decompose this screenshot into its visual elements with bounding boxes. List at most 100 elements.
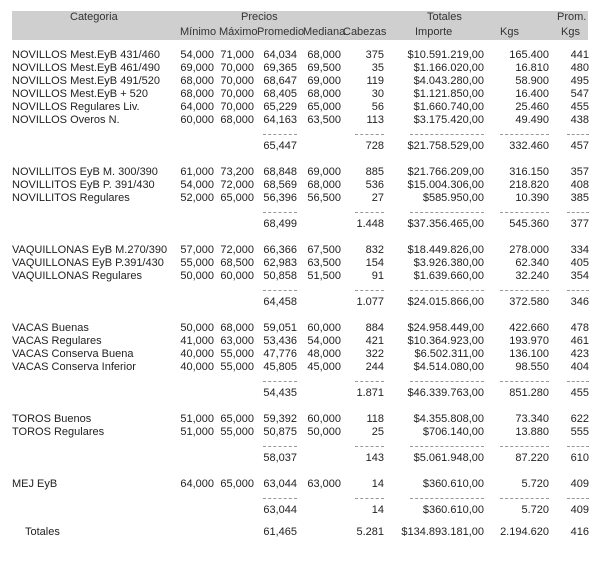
cell-mediana: 69,000 — [307, 166, 341, 178]
cell-importe: $10.364.923,00 — [407, 335, 484, 347]
subtotal-promedio: 63,044 — [263, 504, 297, 516]
cell-mediana: 51,500 — [307, 270, 341, 282]
cell-importe: $4.355.808,00 — [413, 413, 484, 425]
cell-prom-kgs: 405 — [570, 257, 589, 269]
subtotal-divider — [567, 446, 589, 447]
total-promedio: 61,465 — [263, 526, 297, 538]
cell-minimo: 50,000 — [180, 270, 214, 282]
header-maximo: Máximo — [219, 26, 258, 38]
subtotal-divider — [410, 212, 484, 213]
cell-promedio: 45,805 — [263, 361, 297, 373]
cell-categoria: VACAS Buenas — [12, 322, 89, 334]
subtotal-cabezas: 1.077 — [356, 296, 384, 308]
cell-promedio: 50,875 — [263, 426, 297, 438]
cell-prom-kgs: 357 — [570, 166, 589, 178]
cell-categoria: VAQUILLONAS EyB P.391/430 — [12, 257, 164, 269]
header-minimo: Mínimo — [180, 26, 217, 38]
cell-importe: $706.140,00 — [422, 426, 484, 438]
cell-cabezas: 30 — [371, 88, 384, 100]
cell-mediana: 50,000 — [307, 426, 341, 438]
cell-prom-kgs: 441 — [570, 49, 589, 61]
cell-cabezas: 375 — [365, 49, 384, 61]
cell-minimo: 51,000 — [180, 413, 214, 425]
cell-minimo: 57,000 — [180, 244, 214, 256]
subtotal-divider — [410, 290, 484, 291]
cell-maximo: 70,000 — [220, 75, 254, 87]
cell-importe: $21.766.209,00 — [407, 166, 484, 178]
cell-prom-kgs: 438 — [570, 114, 589, 126]
cell-prom-kgs: 555 — [570, 426, 589, 438]
cell-minimo: 51,000 — [180, 426, 214, 438]
subtotal-cabezas: 1.871 — [356, 387, 384, 399]
subtotal-importe: $5.061.948,00 — [413, 452, 484, 464]
cell-promedio: 68,848 — [263, 166, 297, 178]
cell-cabezas: 884 — [365, 322, 384, 334]
cell-minimo: 54,000 — [180, 49, 214, 61]
cell-mediana: 69,000 — [307, 75, 341, 87]
subtotal-divider — [263, 381, 297, 382]
cell-importe: $1.121.850,00 — [413, 88, 484, 100]
cell-promedio: 66,366 — [263, 244, 297, 256]
cell-maximo: 65,000 — [220, 192, 254, 204]
cell-prom-kgs: 461 — [570, 335, 589, 347]
cell-mediana: 63,500 — [307, 257, 341, 269]
subtotal-kgs: 87.220 — [515, 452, 549, 464]
cell-categoria: VAQUILLONAS Regulares — [12, 270, 143, 282]
cell-promedio: 53,436 — [263, 335, 297, 347]
cell-mediana: 69,500 — [307, 62, 341, 74]
cell-promedio: 68,647 — [263, 75, 297, 87]
cell-mediana: 45,000 — [307, 361, 341, 373]
cell-mediana: 60,000 — [307, 322, 341, 334]
cell-prom-kgs: 478 — [570, 322, 589, 334]
cell-minimo: 50,000 — [180, 322, 214, 334]
cell-maximo: 65,000 — [220, 413, 254, 425]
subtotal-divider — [263, 446, 297, 447]
cell-minimo: 64,000 — [180, 478, 214, 490]
cell-categoria: NOVILLOS Mest.EyB + 520 — [12, 88, 149, 100]
cell-prom-kgs: 404 — [570, 361, 589, 373]
cell-cabezas: 25 — [371, 426, 384, 438]
subtotal-divider — [355, 498, 384, 499]
cell-maximo: 70,000 — [220, 88, 254, 100]
cell-kgs: 13.880 — [515, 426, 549, 438]
cell-promedio: 63,044 — [263, 478, 297, 490]
subtotal-promedio: 64,458 — [263, 296, 297, 308]
cell-maximo: 72,000 — [220, 244, 254, 256]
cell-mediana: 56,500 — [307, 192, 341, 204]
subtotal-kgs: 332.460 — [509, 140, 549, 152]
cell-kgs: 58.900 — [515, 75, 549, 87]
cell-minimo: 68,000 — [180, 88, 214, 100]
subtotal-divider — [500, 212, 549, 213]
cell-cabezas: 885 — [365, 166, 384, 178]
cell-maximo: 71,000 — [220, 49, 254, 61]
cell-kgs: 16.400 — [515, 88, 549, 100]
cell-categoria: MEJ EyB — [12, 478, 58, 490]
cell-cabezas: 154 — [365, 257, 384, 269]
subtotal-prom-kgs: 610 — [570, 452, 589, 464]
cell-promedio: 50,858 — [263, 270, 297, 282]
cell-cabezas: 118 — [366, 413, 384, 425]
subtotal-divider — [500, 498, 549, 499]
cell-prom-kgs: 547 — [570, 88, 589, 100]
cell-maximo: 55,000 — [220, 426, 254, 438]
subtotal-cabezas: 1.448 — [356, 218, 384, 230]
cell-promedio: 59,051 — [263, 322, 297, 334]
cell-promedio: 65,229 — [263, 101, 297, 113]
cell-prom-kgs: 455 — [570, 101, 589, 113]
total-cabezas: 5.281 — [356, 526, 384, 538]
cell-importe: $24.958.449,00 — [407, 322, 484, 334]
cell-kgs: 193.970 — [509, 335, 549, 347]
cell-kgs: 218.820 — [509, 179, 549, 191]
cell-importe: $15.004.306,00 — [407, 179, 484, 191]
subtotal-divider — [355, 381, 384, 382]
subtotal-divider — [410, 381, 484, 382]
cell-cabezas: 35 — [371, 62, 384, 74]
cell-prom-kgs: 385 — [570, 192, 589, 204]
cell-cabezas: 91 — [371, 270, 384, 282]
subtotal-promedio: 58,037 — [263, 452, 297, 464]
cell-promedio: 62,983 — [263, 257, 297, 269]
cell-kgs: 49.490 — [515, 114, 549, 126]
subtotal-promedio: 68,499 — [263, 218, 297, 230]
subtotal-divider — [567, 134, 589, 135]
cell-maximo: 73,200 — [220, 166, 254, 178]
